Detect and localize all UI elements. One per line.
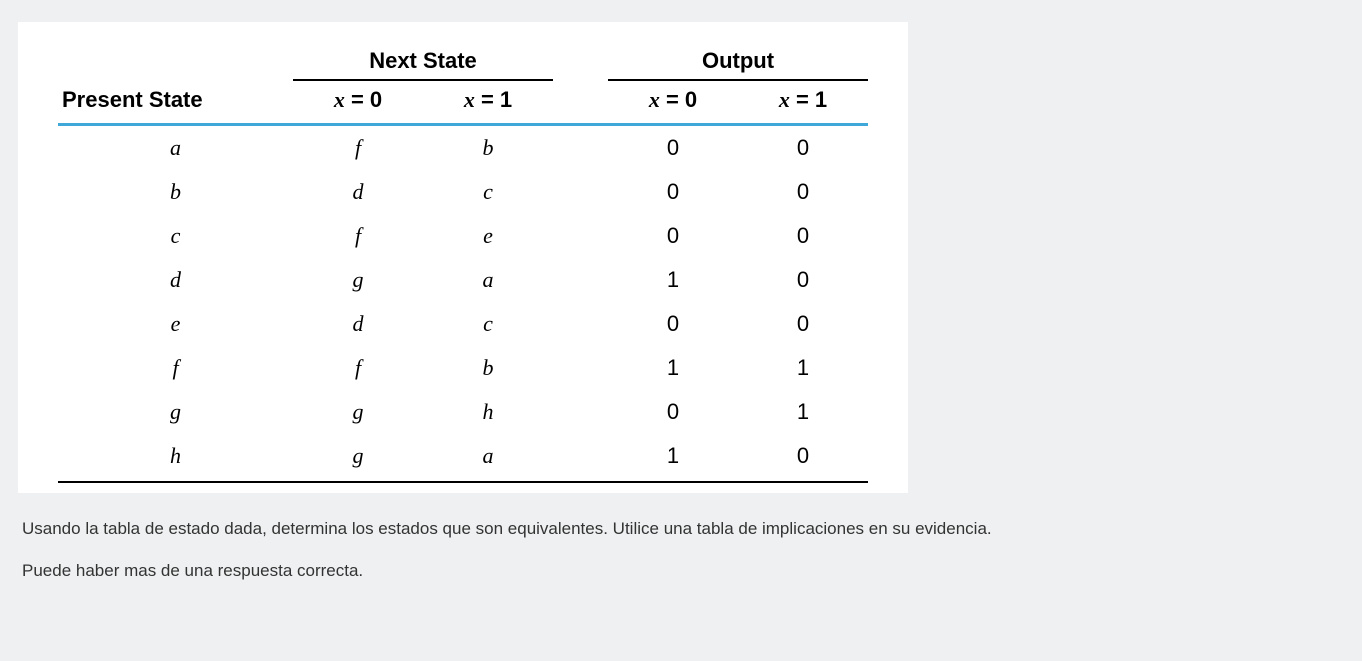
cell-gap xyxy=(553,214,608,258)
cell-next-x0: g xyxy=(293,258,423,302)
cell-out-x0: 0 xyxy=(608,302,738,346)
cell-next-x0: f xyxy=(293,125,423,171)
cell-next-x0: d xyxy=(293,170,423,214)
header-present-state: Present State xyxy=(58,80,293,125)
cell-gap xyxy=(553,346,608,390)
cell-out-x0: 1 xyxy=(608,434,738,482)
cell-out-x0: 1 xyxy=(608,346,738,390)
cell-out-x1: 0 xyxy=(738,214,868,258)
header-sub-gap xyxy=(553,80,608,125)
cell-gap xyxy=(553,258,608,302)
cell-out-x0: 0 xyxy=(608,390,738,434)
cell-present: b xyxy=(58,170,293,214)
header-next-state: Next State xyxy=(293,40,553,80)
cell-out-x0: 1 xyxy=(608,258,738,302)
state-table: Next State Output Present State x = 0 x … xyxy=(58,40,868,483)
cell-out-x0: 0 xyxy=(608,170,738,214)
cell-out-x1: 0 xyxy=(738,302,868,346)
header-gap xyxy=(553,40,608,80)
cell-gap xyxy=(553,390,608,434)
table-row: c f e 0 0 xyxy=(58,214,868,258)
cell-out-x0: 0 xyxy=(608,214,738,258)
cell-next-x0: g xyxy=(293,390,423,434)
table-sub-header-row: Present State x = 0 x = 1 x = 0 x = 1 xyxy=(58,80,868,125)
cell-present: h xyxy=(58,434,293,482)
table-row: b d c 0 0 xyxy=(58,170,868,214)
table-row: e d c 0 0 xyxy=(58,302,868,346)
state-table-body: a f b 0 0 b d c 0 0 c f e 0 0 xyxy=(58,125,868,483)
cell-next-x0: f xyxy=(293,214,423,258)
table-row: h g a 1 0 xyxy=(58,434,868,482)
header-output: Output xyxy=(608,40,868,80)
cell-next-x0: f xyxy=(293,346,423,390)
cell-next-x1: a xyxy=(423,434,553,482)
table-row: a f b 0 0 xyxy=(58,125,868,171)
cell-out-x1: 0 xyxy=(738,434,868,482)
cell-next-x0: d xyxy=(293,302,423,346)
state-table-container: Next State Output Present State x = 0 x … xyxy=(18,22,908,493)
cell-next-x1: c xyxy=(423,170,553,214)
cell-next-x1: c xyxy=(423,302,553,346)
cell-next-x1: h xyxy=(423,390,553,434)
cell-gap xyxy=(553,302,608,346)
cell-out-x0: 0 xyxy=(608,125,738,171)
cell-next-x1: b xyxy=(423,346,553,390)
cell-gap xyxy=(553,170,608,214)
cell-present: e xyxy=(58,302,293,346)
table-row: d g a 1 0 xyxy=(58,258,868,302)
cell-out-x1: 0 xyxy=(738,258,868,302)
table-super-header-row: Next State Output xyxy=(58,40,868,80)
question-line-2: Puede haber mas de una respuesta correct… xyxy=(22,558,1344,584)
header-next-x1: x = 1 xyxy=(423,80,553,125)
cell-next-x1: a xyxy=(423,258,553,302)
question-line-1: Usando la tabla de estado dada, determin… xyxy=(22,516,1344,542)
header-out-x1: x = 1 xyxy=(738,80,868,125)
cell-next-x1: e xyxy=(423,214,553,258)
cell-present: a xyxy=(58,125,293,171)
cell-out-x1: 0 xyxy=(738,125,868,171)
header-out-x0: x = 0 xyxy=(608,80,738,125)
cell-out-x1: 1 xyxy=(738,390,868,434)
cell-out-x1: 1 xyxy=(738,346,868,390)
cell-next-x1: b xyxy=(423,125,553,171)
cell-present: d xyxy=(58,258,293,302)
cell-gap xyxy=(553,434,608,482)
cell-present: f xyxy=(58,346,293,390)
table-row: g g h 0 1 xyxy=(58,390,868,434)
cell-out-x1: 0 xyxy=(738,170,868,214)
header-next-x0: x = 0 xyxy=(293,80,423,125)
cell-next-x0: g xyxy=(293,434,423,482)
table-row: f f b 1 1 xyxy=(58,346,868,390)
cell-gap xyxy=(553,125,608,171)
cell-present: c xyxy=(58,214,293,258)
header-empty xyxy=(58,40,293,80)
question-text-block: Usando la tabla de estado dada, determin… xyxy=(18,516,1344,583)
cell-present: g xyxy=(58,390,293,434)
